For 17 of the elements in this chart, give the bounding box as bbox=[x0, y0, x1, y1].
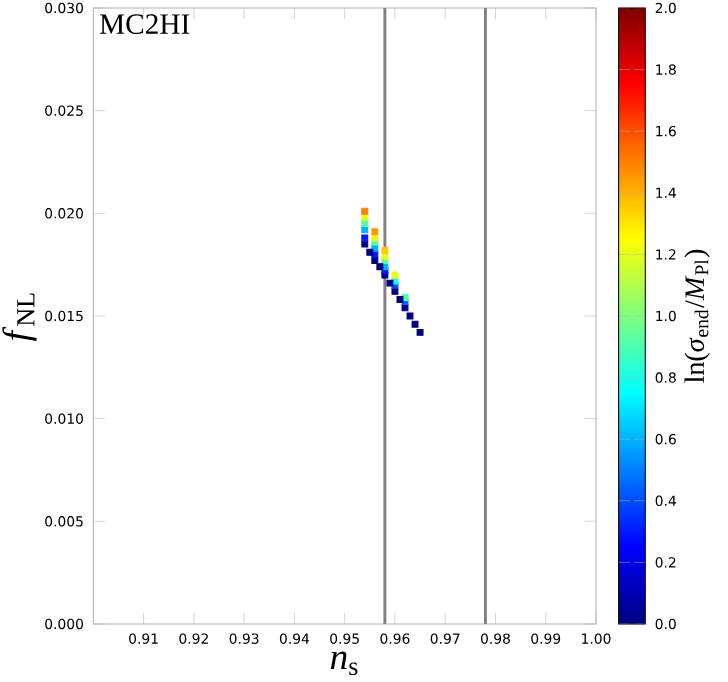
x-axis-title: n$_{s}$ bbox=[330, 651, 358, 676]
point bbox=[401, 304, 409, 312]
point bbox=[416, 328, 424, 336]
point bbox=[381, 246, 389, 254]
point bbox=[386, 279, 394, 287]
y-axis-title: f$_{NL}$ bbox=[2, 293, 37, 341]
point bbox=[406, 312, 414, 320]
point bbox=[371, 228, 379, 236]
point bbox=[361, 234, 369, 242]
point bbox=[391, 271, 399, 279]
point bbox=[366, 248, 374, 256]
point bbox=[361, 207, 369, 215]
point bbox=[411, 320, 419, 328]
point bbox=[376, 263, 384, 271]
point bbox=[396, 296, 404, 304]
point bbox=[391, 287, 399, 295]
chart-title: MC2HI bbox=[99, 14, 190, 34]
